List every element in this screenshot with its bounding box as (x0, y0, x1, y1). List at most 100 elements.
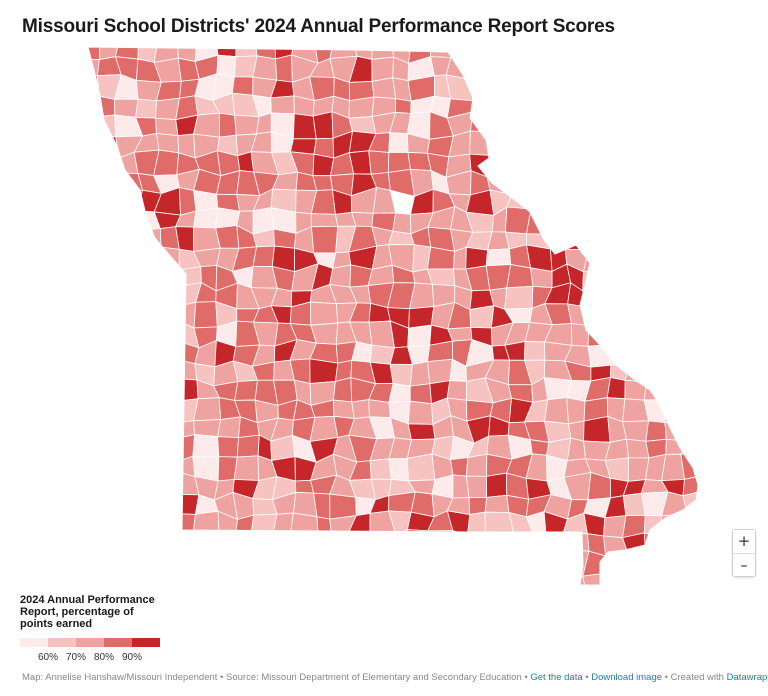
district-cell[interactable] (94, 568, 124, 595)
district-cell[interactable] (567, 130, 588, 158)
district-cell[interactable] (665, 377, 690, 406)
district-cell[interactable] (329, 264, 352, 288)
district-cell[interactable] (253, 569, 280, 596)
district-cell[interactable] (680, 303, 706, 323)
district-cell[interactable] (289, 532, 319, 555)
district-cell[interactable] (136, 397, 159, 419)
district-cell[interactable] (682, 268, 706, 291)
district-cell[interactable] (80, 305, 100, 326)
district-cell[interactable] (119, 264, 143, 292)
district-cell[interactable] (680, 340, 706, 366)
district-cell[interactable] (660, 132, 685, 157)
district-cell[interactable] (465, 554, 492, 575)
district-cell[interactable] (585, 114, 610, 136)
district-cell[interactable] (121, 338, 141, 367)
district-cell[interactable] (95, 302, 122, 329)
district-cell[interactable] (723, 227, 744, 254)
district-cell[interactable] (80, 495, 102, 518)
district-cell[interactable] (95, 435, 122, 462)
district-cell[interactable] (641, 75, 666, 102)
district-cell[interactable] (680, 377, 705, 406)
district-cell[interactable] (134, 569, 162, 595)
district-cell[interactable] (621, 169, 645, 191)
district-cell[interactable] (332, 377, 353, 403)
district-cell[interactable] (525, 73, 553, 99)
district-cell[interactable] (583, 415, 611, 443)
district-cell[interactable] (272, 512, 294, 537)
district-cell[interactable] (624, 379, 648, 401)
district-cell[interactable] (177, 378, 199, 402)
district-cell[interactable] (272, 531, 291, 555)
district-cell[interactable] (583, 207, 604, 233)
district-cell[interactable] (426, 246, 455, 270)
district-cell[interactable] (114, 474, 144, 498)
district-cell[interactable] (96, 510, 122, 538)
district-cell[interactable] (118, 417, 141, 438)
district-cell[interactable] (351, 399, 370, 420)
district-cell[interactable] (563, 207, 591, 235)
district-cell[interactable] (702, 532, 724, 556)
district-cell[interactable] (252, 55, 278, 81)
district-cell[interactable] (700, 303, 727, 326)
district-cell[interactable] (272, 549, 297, 573)
district-cell[interactable] (154, 569, 180, 595)
district-cell[interactable] (392, 212, 412, 235)
district-cell[interactable] (506, 264, 534, 289)
district-cell[interactable] (98, 263, 124, 292)
district-cell[interactable] (567, 57, 591, 82)
district-cell[interactable] (310, 301, 339, 326)
district-cell[interactable] (134, 306, 163, 324)
district-cell[interactable] (722, 264, 747, 291)
district-cell[interactable] (721, 93, 746, 118)
download-image-link[interactable]: Download image (591, 672, 663, 683)
district-cell[interactable] (526, 547, 553, 572)
district-cell[interactable] (232, 533, 260, 557)
district-cell[interactable] (80, 552, 105, 576)
district-cell[interactable] (193, 207, 219, 229)
district-cell[interactable] (313, 587, 331, 600)
district-cell[interactable] (701, 188, 725, 213)
district-cell[interactable] (664, 40, 690, 61)
get-data-link[interactable]: Get the data (530, 672, 583, 683)
district-cell[interactable] (80, 191, 97, 212)
district-cell[interactable] (527, 92, 553, 118)
district-cell[interactable] (137, 548, 158, 573)
district-cell[interactable] (193, 419, 222, 438)
district-cell[interactable] (641, 117, 667, 134)
district-cell[interactable] (725, 342, 739, 366)
district-cell[interactable] (329, 40, 358, 59)
district-cell[interactable] (586, 590, 609, 600)
district-cell[interactable] (641, 57, 668, 78)
district-cell[interactable] (278, 569, 299, 590)
district-cell[interactable] (683, 40, 705, 60)
district-cell[interactable] (431, 567, 454, 595)
district-cell[interactable] (701, 74, 725, 98)
district-cell[interactable] (174, 571, 201, 594)
district-cell[interactable] (705, 517, 727, 533)
district-cell[interactable] (702, 170, 722, 192)
district-cell[interactable] (680, 358, 706, 383)
district-cell[interactable] (680, 169, 705, 193)
district-cell[interactable] (640, 347, 669, 364)
district-cell[interactable] (193, 397, 222, 422)
district-cell[interactable] (545, 95, 572, 121)
district-cell[interactable] (117, 302, 139, 329)
district-cell[interactable] (641, 301, 669, 322)
district-cell[interactable] (135, 457, 158, 477)
district-cell[interactable] (114, 189, 144, 213)
district-cell[interactable] (95, 418, 120, 437)
district-cell[interactable] (485, 248, 512, 267)
district-cell[interactable] (157, 417, 177, 440)
district-cell[interactable] (621, 151, 649, 179)
district-cell[interactable] (721, 131, 747, 154)
district-cell[interactable] (550, 151, 570, 170)
district-cell[interactable] (233, 455, 260, 481)
district-cell[interactable] (703, 359, 728, 382)
district-cell[interactable] (721, 74, 742, 97)
district-cell[interactable] (562, 188, 592, 209)
district-cell[interactable] (527, 587, 552, 600)
district-cell[interactable] (407, 567, 433, 591)
district-cell[interactable] (549, 168, 565, 196)
district-cell[interactable] (721, 152, 739, 173)
district-cell[interactable] (588, 303, 609, 328)
